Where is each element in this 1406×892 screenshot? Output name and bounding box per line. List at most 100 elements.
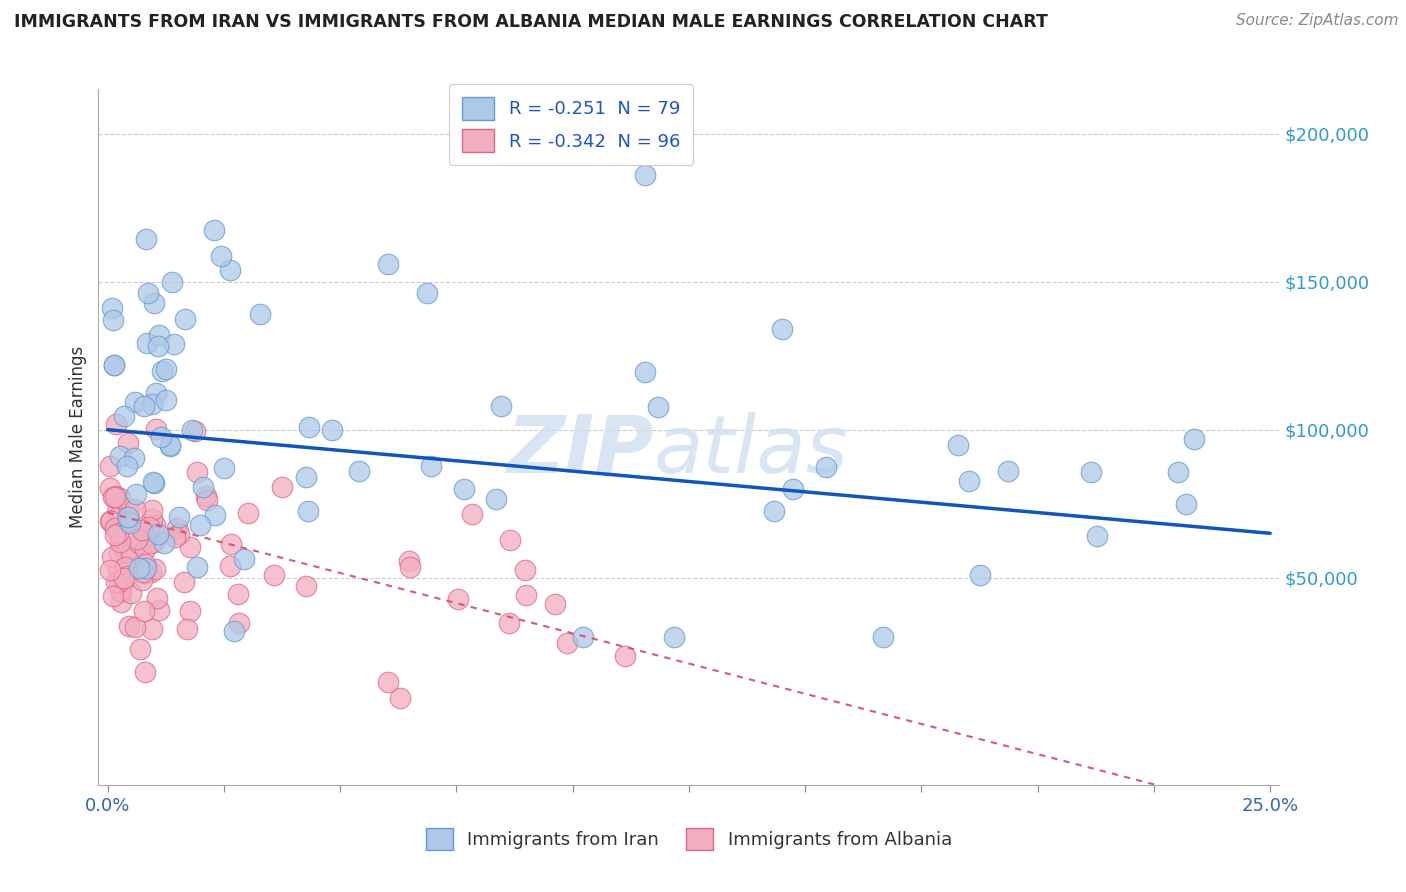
Point bbox=[101, 549, 124, 564]
Point bbox=[112, 409, 135, 423]
Point bbox=[295, 469, 318, 483]
Point bbox=[134, 399, 156, 413]
Point bbox=[98, 563, 121, 577]
Point bbox=[108, 491, 131, 505]
Point bbox=[108, 546, 131, 560]
Point bbox=[146, 527, 169, 541]
Point bbox=[1167, 465, 1189, 479]
Point bbox=[124, 395, 146, 409]
Point bbox=[347, 464, 370, 478]
Point bbox=[118, 516, 141, 530]
Point bbox=[135, 336, 157, 351]
Point bbox=[129, 641, 152, 656]
Point bbox=[461, 507, 484, 521]
Point bbox=[219, 262, 242, 277]
Point bbox=[148, 327, 170, 342]
Point bbox=[138, 520, 160, 534]
Point bbox=[141, 622, 163, 636]
Point bbox=[149, 430, 172, 444]
Point bbox=[179, 540, 201, 554]
Point bbox=[872, 630, 894, 644]
Point bbox=[377, 674, 399, 689]
Point bbox=[202, 223, 225, 237]
Point bbox=[498, 616, 520, 631]
Point bbox=[398, 554, 420, 568]
Point bbox=[228, 587, 250, 601]
Point bbox=[148, 603, 170, 617]
Point bbox=[515, 588, 537, 602]
Point bbox=[186, 559, 208, 574]
Point bbox=[420, 458, 443, 473]
Point bbox=[167, 510, 190, 524]
Point bbox=[188, 518, 211, 533]
Point bbox=[555, 636, 578, 650]
Point bbox=[122, 450, 145, 465]
Point bbox=[176, 622, 198, 636]
Point bbox=[195, 492, 218, 507]
Point bbox=[98, 459, 121, 474]
Point bbox=[1175, 497, 1198, 511]
Point bbox=[543, 597, 565, 611]
Point bbox=[108, 449, 131, 463]
Point bbox=[498, 533, 520, 548]
Point bbox=[159, 437, 181, 451]
Point bbox=[117, 509, 139, 524]
Point bbox=[997, 464, 1019, 478]
Point bbox=[124, 620, 146, 634]
Point bbox=[105, 417, 128, 431]
Point bbox=[108, 584, 131, 599]
Point bbox=[388, 691, 411, 706]
Point bbox=[377, 257, 399, 271]
Point bbox=[173, 575, 195, 590]
Point bbox=[1182, 433, 1205, 447]
Point bbox=[98, 514, 121, 528]
Point bbox=[104, 520, 127, 534]
Point bbox=[209, 249, 232, 263]
Point bbox=[148, 338, 170, 352]
Point bbox=[143, 296, 166, 310]
Point bbox=[572, 630, 595, 644]
Point bbox=[112, 571, 135, 585]
Point bbox=[131, 523, 153, 537]
Point bbox=[219, 537, 242, 551]
Point bbox=[204, 508, 226, 523]
Point bbox=[134, 529, 156, 543]
Point bbox=[453, 483, 475, 497]
Point bbox=[181, 423, 204, 437]
Point bbox=[143, 562, 166, 576]
Point bbox=[763, 504, 786, 518]
Y-axis label: Median Male Earnings: Median Male Earnings bbox=[69, 346, 87, 528]
Point bbox=[134, 557, 156, 571]
Point bbox=[112, 574, 135, 589]
Point bbox=[108, 575, 131, 590]
Point bbox=[141, 503, 163, 517]
Point bbox=[134, 542, 156, 557]
Point bbox=[948, 438, 970, 452]
Point bbox=[118, 503, 141, 517]
Point bbox=[969, 568, 991, 582]
Point bbox=[120, 546, 142, 560]
Text: atlas: atlas bbox=[654, 412, 848, 490]
Point bbox=[155, 392, 177, 407]
Point bbox=[115, 545, 138, 559]
Point bbox=[110, 585, 132, 599]
Point bbox=[146, 591, 169, 605]
Point bbox=[103, 358, 125, 372]
Point bbox=[105, 575, 128, 590]
Point bbox=[127, 533, 149, 547]
Point bbox=[447, 591, 470, 606]
Point bbox=[515, 562, 537, 576]
Point bbox=[104, 490, 127, 504]
Point bbox=[298, 420, 321, 434]
Point bbox=[100, 514, 122, 528]
Point bbox=[103, 359, 125, 373]
Point bbox=[142, 475, 165, 489]
Point bbox=[108, 535, 131, 549]
Point bbox=[145, 386, 167, 401]
Point bbox=[141, 565, 163, 579]
Point bbox=[141, 535, 163, 549]
Point bbox=[647, 400, 669, 414]
Point bbox=[194, 489, 217, 503]
Point bbox=[128, 535, 150, 549]
Point bbox=[153, 536, 176, 550]
